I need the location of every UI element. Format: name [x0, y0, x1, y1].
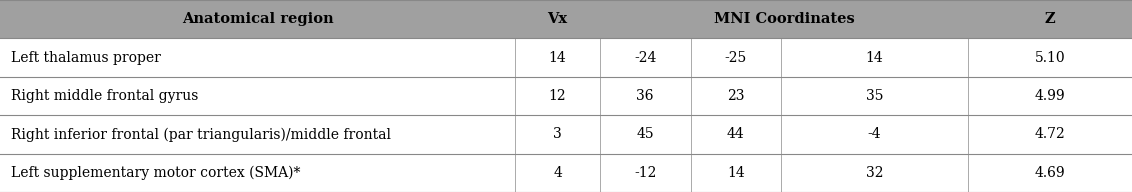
Text: 35: 35: [866, 89, 883, 103]
Bar: [0, 77, 1132, 115]
Text: MNI Coordinates: MNI Coordinates: [713, 12, 855, 26]
Text: 36: 36: [636, 89, 654, 103]
Text: 44: 44: [727, 127, 745, 141]
Text: Z: Z: [1045, 12, 1055, 26]
Text: 4: 4: [554, 166, 561, 180]
Text: -25: -25: [724, 51, 747, 65]
Text: 5.10: 5.10: [1035, 51, 1065, 65]
Text: -12: -12: [634, 166, 657, 180]
Text: Left thalamus proper: Left thalamus proper: [11, 51, 161, 65]
Text: 4.69: 4.69: [1035, 166, 1065, 180]
Text: -24: -24: [634, 51, 657, 65]
Bar: [0, 38, 1132, 77]
Bar: [0, 115, 1132, 154]
Text: 4.72: 4.72: [1035, 127, 1065, 141]
Text: 14: 14: [549, 51, 566, 65]
Text: Left supplementary motor cortex (SMA)*: Left supplementary motor cortex (SMA)*: [11, 166, 301, 180]
Text: 14: 14: [866, 51, 883, 65]
Text: 23: 23: [727, 89, 745, 103]
Text: Vx: Vx: [548, 12, 567, 26]
Text: 4.99: 4.99: [1035, 89, 1065, 103]
Text: Right inferior frontal (par triangularis)/middle frontal: Right inferior frontal (par triangularis…: [11, 127, 392, 142]
Text: -4: -4: [867, 127, 882, 141]
Bar: [0, 154, 1132, 192]
Text: Right middle frontal gyrus: Right middle frontal gyrus: [11, 89, 199, 103]
Text: Anatomical region: Anatomical region: [182, 12, 333, 26]
Text: 45: 45: [636, 127, 654, 141]
Bar: [0, 0, 1132, 38]
Text: 14: 14: [727, 166, 745, 180]
Text: 32: 32: [866, 166, 883, 180]
Text: 12: 12: [549, 89, 566, 103]
Text: 3: 3: [554, 127, 561, 141]
